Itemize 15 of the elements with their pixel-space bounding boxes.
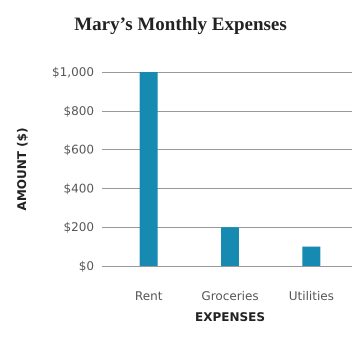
x-tick-label: Utilities xyxy=(288,289,334,303)
chart-title: Mary’s Monthly Expenses xyxy=(74,14,287,35)
x-axis-title: EXPENSES xyxy=(195,310,265,324)
y-tick-label: $0 xyxy=(78,259,94,273)
y-tick-label: $200 xyxy=(63,220,94,234)
bar xyxy=(302,246,320,266)
x-tick-label: Rent xyxy=(134,289,163,303)
y-axis-title: AMOUNT ($) xyxy=(15,128,29,210)
y-tick-label: $400 xyxy=(63,181,94,196)
bar xyxy=(221,227,239,266)
bar xyxy=(140,72,158,266)
y-tick-label: $1,000 xyxy=(52,65,94,79)
y-tick-label: $600 xyxy=(63,142,94,157)
x-tick-label: Groceries xyxy=(201,289,259,303)
y-tick-label: $800 xyxy=(63,104,94,118)
